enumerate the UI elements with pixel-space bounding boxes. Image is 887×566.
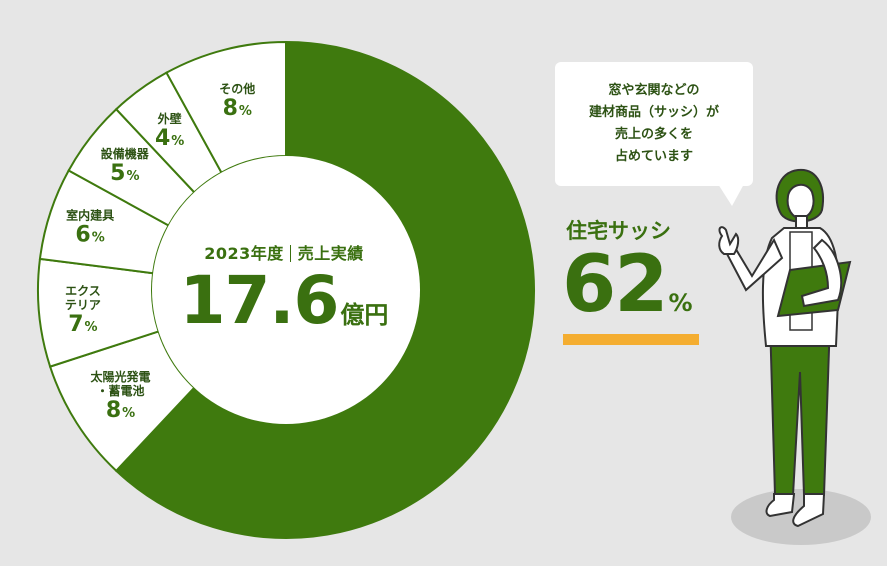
figure-arm-holding bbox=[800, 238, 843, 308]
callout-line: 占めています bbox=[614, 149, 693, 164]
speech-bubble-text: 窓や玄関などの 建材商品（サッシ）が 売上の多くを 占めています bbox=[555, 80, 753, 168]
slice-label: 設備機器 bbox=[101, 146, 150, 161]
total-unit: 億円 bbox=[340, 301, 389, 329]
slice-label: その他 bbox=[219, 81, 255, 96]
chart-title: 2023年度 売上実績 bbox=[160, 240, 408, 264]
figure-shoe-right bbox=[792, 493, 826, 528]
speech-bubble bbox=[555, 62, 753, 186]
slice-label: 室内建具 bbox=[66, 207, 114, 222]
slice-label: 外壁 bbox=[158, 111, 182, 126]
slice-label: エクス bbox=[65, 284, 101, 298]
figure-shoe-left bbox=[765, 493, 796, 518]
slice-label: テリア bbox=[65, 298, 101, 312]
highlight-number: 62 bbox=[562, 240, 669, 330]
presenter-illustration bbox=[718, 168, 871, 545]
donut-hole bbox=[152, 156, 420, 424]
figure-face bbox=[786, 183, 815, 220]
speech-bubble-tail bbox=[718, 184, 744, 206]
slice-label: 太陽光発電 bbox=[91, 369, 151, 384]
callout-line: 売上の多くを bbox=[614, 127, 693, 142]
highlight-underline bbox=[563, 334, 699, 345]
highlight-unit: % bbox=[668, 289, 693, 317]
highlight-value: 62% bbox=[562, 240, 693, 330]
slice-value-label: 8% bbox=[106, 398, 135, 423]
slice-value-label: 6% bbox=[75, 222, 104, 247]
slice-value-label: 4% bbox=[155, 126, 184, 151]
figure-neck bbox=[795, 215, 808, 229]
slice-value-label: 7% bbox=[68, 312, 97, 337]
chart-title-label: 売上実績 bbox=[297, 244, 364, 263]
chart-title-year: 2023年度 bbox=[204, 244, 284, 263]
slice-value-label: 8% bbox=[223, 96, 252, 121]
total-sales: 17.6億円 bbox=[160, 262, 408, 339]
total-value: 17.6 bbox=[179, 262, 340, 339]
title-separator bbox=[289, 245, 291, 262]
highlight-label: 住宅サッシ bbox=[566, 219, 671, 243]
slice-label: ・蓄電池 bbox=[97, 383, 145, 398]
callout-line: 窓や玄関などの bbox=[608, 83, 700, 98]
callout-line: 建材商品（サッシ）が bbox=[588, 105, 719, 120]
figure-hand bbox=[718, 226, 740, 255]
slice-value-label: 5% bbox=[110, 161, 139, 186]
